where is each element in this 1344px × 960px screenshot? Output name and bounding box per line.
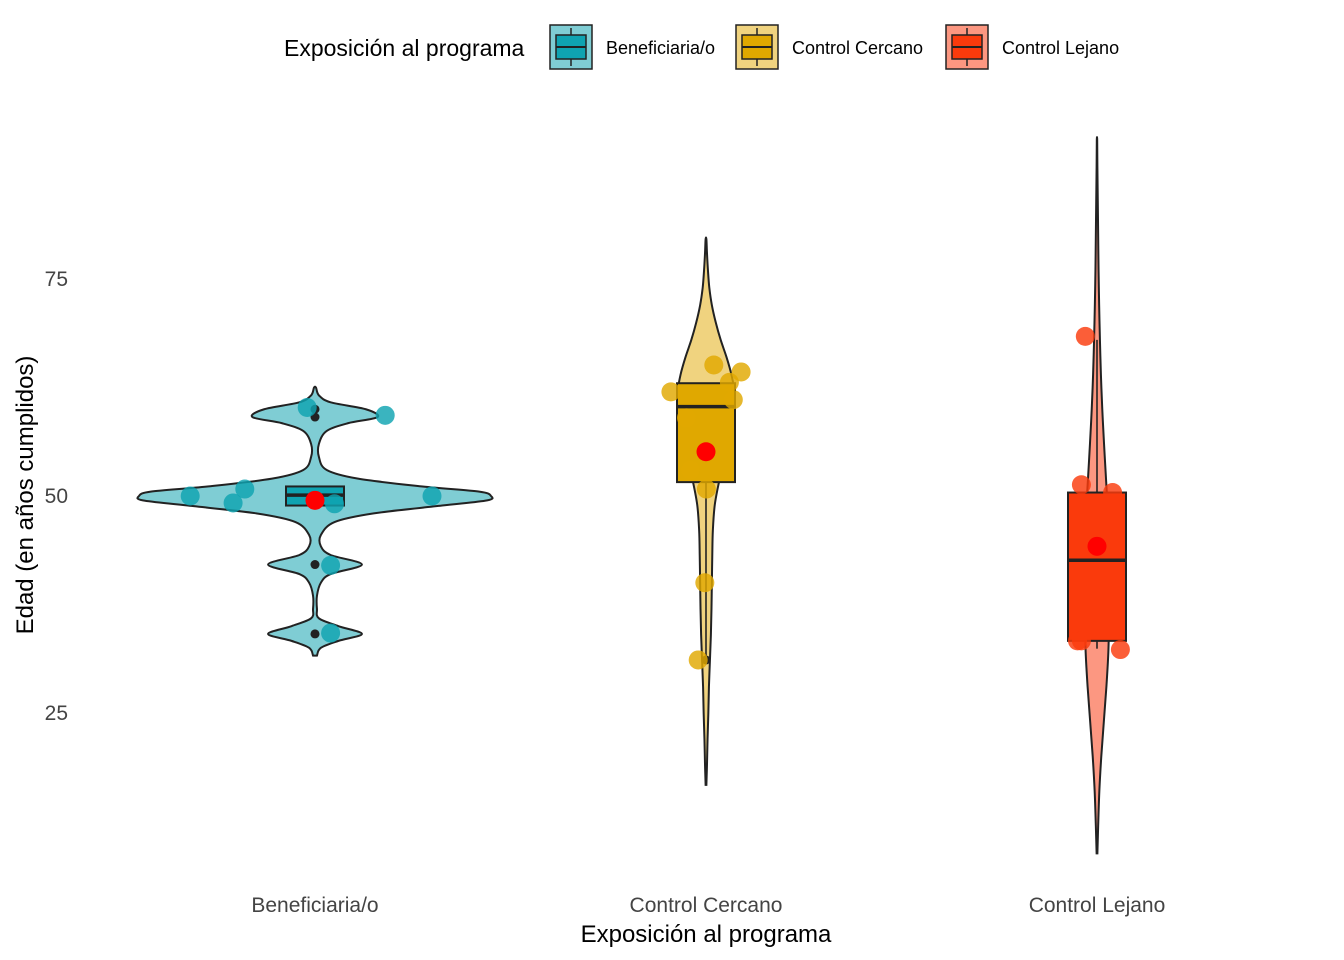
series-beneficiaria-o: [136, 385, 494, 657]
data-point: [325, 494, 344, 514]
legend-label: Control Cercano: [792, 38, 923, 58]
data-point: [1103, 483, 1123, 503]
data-point: [1075, 326, 1095, 346]
data-point: [235, 479, 255, 499]
legend-item: Beneficiaria/o: [549, 24, 715, 70]
series-control-lejano: [1067, 136, 1130, 855]
data-point: [695, 573, 715, 593]
data-point: [696, 479, 716, 499]
legend: Exposición al programa Beneficiaria/o Con…: [284, 24, 1119, 70]
data-point: [180, 486, 200, 506]
data-point: [321, 555, 341, 575]
legend-label: Control Lejano: [1002, 38, 1119, 58]
outlier-point: [310, 560, 320, 570]
data-point: [1071, 475, 1091, 495]
data-point: [731, 362, 751, 382]
data-point: [723, 390, 743, 410]
y-tick-label: 75: [45, 268, 68, 291]
mean-point-control-lejano: [1087, 536, 1107, 556]
data-point: [321, 623, 341, 643]
legend-label: Beneficiaria/o: [606, 38, 715, 58]
outlier-point: [310, 629, 320, 639]
plot-area: [136, 136, 1130, 855]
data-point: [223, 493, 243, 513]
data-point: [375, 405, 395, 425]
mean-point-beneficiaria-o: [305, 490, 325, 510]
y-axis-title: Edad (en años cumplidos): [12, 356, 39, 635]
data-point: [688, 650, 708, 670]
data-point: [677, 408, 696, 428]
legend-item: Control Cercano: [735, 24, 923, 70]
legend-item: Control Lejano: [945, 24, 1119, 70]
y-tick-label: 50: [45, 485, 68, 508]
data-point: [661, 382, 681, 402]
x-axis-title: Exposición al programa: [581, 921, 832, 948]
legend-title: Exposición al programa: [284, 35, 525, 61]
x-tick-label: Control Cercano: [630, 894, 783, 917]
data-point: [680, 460, 700, 480]
x-axis-ticks: Beneficiaria/o Control Cercano Control Lej…: [251, 894, 1165, 917]
y-tick-label: 25: [45, 702, 68, 725]
data-point: [297, 398, 317, 418]
series-control-cercano: [661, 236, 751, 786]
data-point: [1071, 631, 1091, 651]
mean-point-control-cercano: [696, 442, 716, 462]
box-control-lejano: [1067, 491, 1127, 642]
data-point: [1110, 640, 1130, 660]
x-tick-label: Beneficiaria/o: [251, 894, 378, 917]
x-tick-label: Control Lejano: [1029, 894, 1166, 917]
data-point: [704, 355, 724, 375]
y-axis-ticks: 25 50 75: [45, 268, 68, 725]
violin-beneficiaria-o: [136, 385, 494, 657]
data-point: [422, 486, 442, 506]
